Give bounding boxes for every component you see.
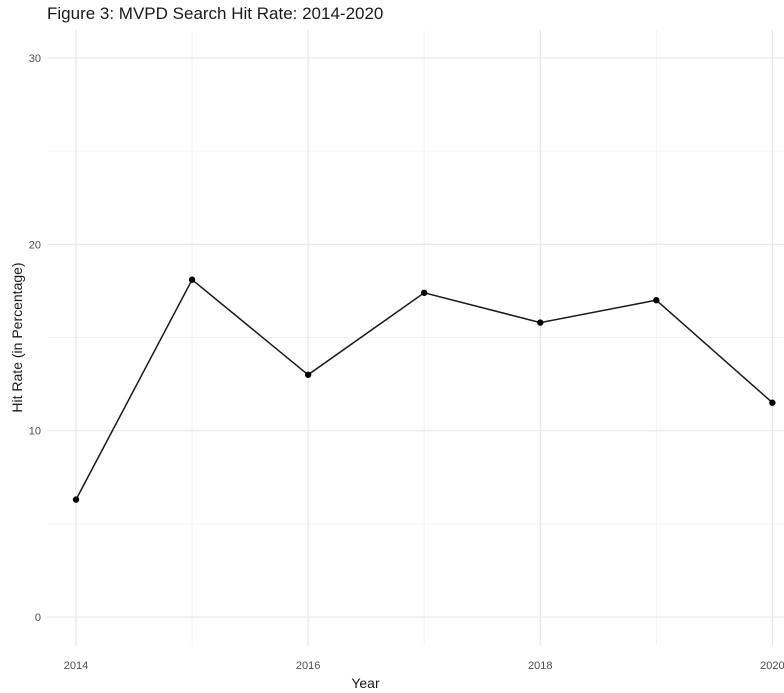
x-axis-tick-labels: 2014 2016 2018 2020 bbox=[64, 660, 784, 672]
data-points bbox=[72, 276, 776, 503]
y-tick-label: 30 bbox=[29, 53, 41, 65]
data-point bbox=[421, 289, 428, 296]
x-tick-label: 2016 bbox=[296, 660, 320, 672]
data-point bbox=[72, 496, 80, 503]
data-point bbox=[188, 276, 196, 283]
y-axis-title: Hit Rate (in Percentage) bbox=[9, 262, 25, 412]
y-tick-label: 0 bbox=[35, 612, 41, 624]
major-gridlines bbox=[47, 30, 784, 645]
minor-gridlines bbox=[47, 30, 784, 645]
x-axis-title: Year bbox=[351, 675, 380, 691]
data-point bbox=[304, 371, 312, 378]
x-tick-label: 2018 bbox=[528, 660, 552, 672]
data-point bbox=[653, 297, 660, 304]
y-tick-label: 10 bbox=[29, 426, 41, 438]
chart-title: Figure 3: MVPD Search Hit Rate: 2014-202… bbox=[47, 4, 384, 23]
y-tick-label: 20 bbox=[29, 239, 41, 251]
y-axis-tick-labels: 0 10 20 30 bbox=[29, 53, 41, 624]
x-tick-label: 2014 bbox=[64, 660, 88, 672]
data-point bbox=[769, 399, 776, 406]
data-point bbox=[537, 319, 544, 326]
x-tick-label: 2020 bbox=[760, 660, 784, 672]
